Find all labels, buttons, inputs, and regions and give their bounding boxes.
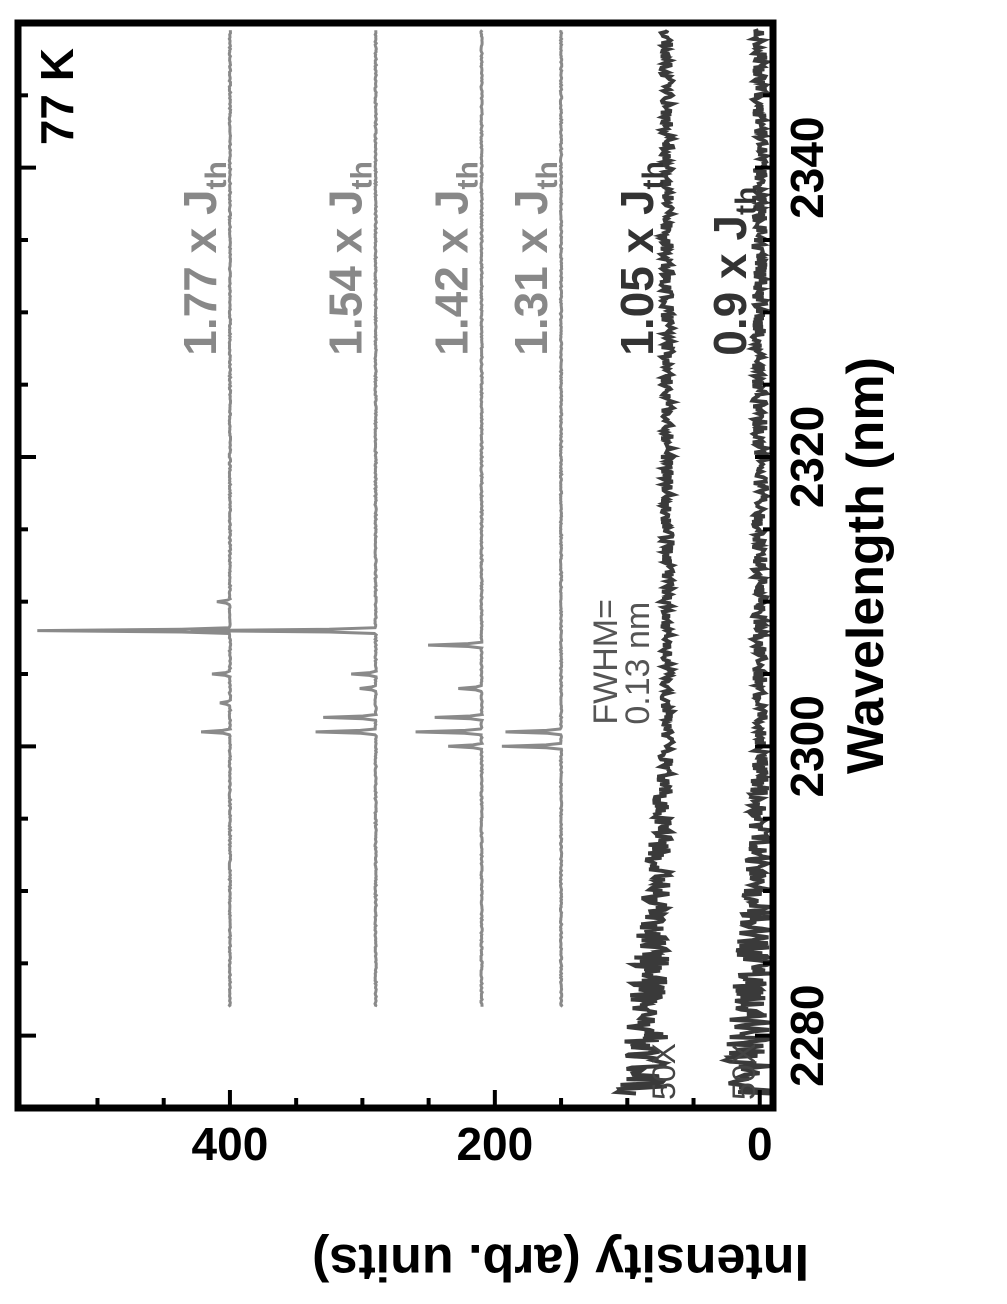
x-tick-label: 2300 [781,695,833,797]
x-tick-label: 2320 [781,406,833,508]
trace-3 [501,29,564,1008]
axis-ticks [18,93,773,1108]
plot-frame [14,19,777,1112]
fwhm-annotation: FWHM= 0.13 nm [587,599,657,725]
y-tick-label: 0 [747,1118,773,1170]
trace-1 [190,30,379,1008]
series-label-subscript: th [637,161,670,189]
x-axis-label: Wavelength (nm) [837,357,895,774]
series-label: 1.42 x Jth [426,161,485,356]
trace-2 [415,29,485,1007]
x-tick-label: 2280 [781,984,833,1086]
series-label-subscript: th [452,161,485,189]
temperature-label: 77 K [31,48,83,145]
scale-lower-label: 50X [726,1043,762,1100]
series-label-subscript: th [730,187,763,215]
series-label: 1.54 x Jth [320,161,379,356]
fwhm-label: FWHM= [587,599,625,725]
y-tick-label: 400 [192,1118,269,1170]
trace-5 [718,28,775,1096]
fwhm-value: 0.13 nm [619,602,657,725]
trace-0 [37,30,233,1008]
plot-area: 2280 2300 2320 2340 0 200 400 1.77 x Jth 1.54 x… [14,19,895,1170]
series-label-subscript: th [346,161,379,189]
x-tick-label: 2340 [781,116,833,218]
y-tick-label: 200 [456,1118,533,1170]
series-label: 1.05 x Jth [611,161,670,356]
y-axis-label: Intensity (arb. units) [312,1233,809,1291]
series-label: 1.31 x Jth [505,161,564,356]
traces [37,28,775,1096]
series-label: 1.77 x Jth [174,161,233,356]
tick-labels: 2280 2300 2320 2340 0 200 400 [192,116,833,1170]
scale-upper-label: 50X [646,1043,682,1100]
series-label-subscript: th [531,161,564,189]
series-label-subscript: th [200,161,233,189]
trace-4 [610,29,682,1096]
